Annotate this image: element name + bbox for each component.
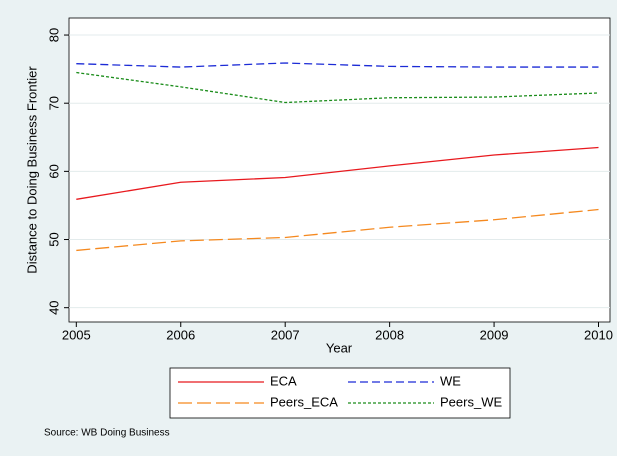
- plot-area: [68, 17, 611, 323]
- y-tick-label: 40: [46, 300, 61, 314]
- legend-box: [169, 367, 511, 419]
- series-line: [76, 146, 599, 200]
- x-tick-label: 2008: [375, 327, 404, 342]
- x-tick-label: 2007: [271, 327, 300, 342]
- x-tick-label: 2005: [62, 327, 91, 342]
- y-tick-label: 70: [46, 96, 61, 110]
- y-tick-label: 50: [46, 232, 61, 246]
- legend-label: Peers_ECA: [270, 394, 338, 409]
- legend-label: Peers_WE: [440, 394, 502, 409]
- x-axis-label: Year: [326, 340, 353, 355]
- legend-label: ECA: [270, 373, 297, 388]
- source-note: Source: WB Doing Business: [44, 428, 170, 439]
- series-line: [76, 208, 599, 252]
- y-tick-label: 60: [46, 164, 61, 178]
- x-tick-label: 2010: [584, 327, 613, 342]
- series-line: [76, 62, 599, 68]
- y-axis-label: Distance to Doing Business Frontier: [24, 66, 39, 274]
- y-tick-label: 80: [46, 28, 61, 42]
- x-tick-label: 2009: [480, 327, 509, 342]
- series-line: [76, 71, 599, 104]
- legend-label: WE: [440, 373, 461, 388]
- x-tick-label: 2006: [166, 327, 195, 342]
